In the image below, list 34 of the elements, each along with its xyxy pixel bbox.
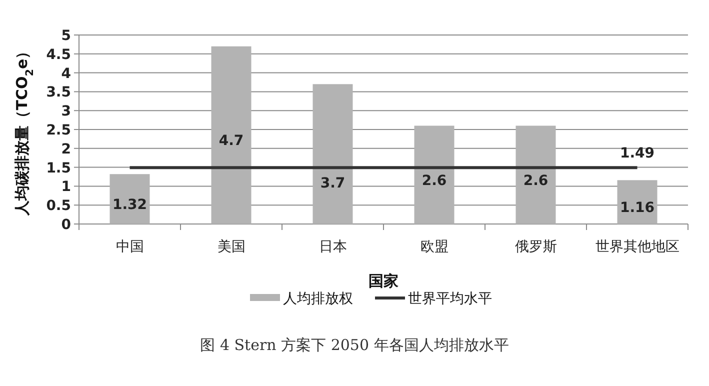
bar xyxy=(414,126,454,224)
legend-label: 人均排放权 xyxy=(283,291,353,307)
data-label: 1.16 xyxy=(620,200,655,216)
y-tick-label: 0 xyxy=(61,217,72,233)
x-tick-label: 俄罗斯 xyxy=(514,239,557,255)
data-label: 2.6 xyxy=(422,172,447,189)
y-tick-label: 2.5 xyxy=(46,122,71,138)
y-tick-label: 0.5 xyxy=(46,198,71,214)
x-tick-label: 世界其他地区 xyxy=(595,239,680,255)
bar xyxy=(617,180,658,224)
y-tick-label: 3 xyxy=(61,104,71,120)
y-tick-label: 3.5 xyxy=(46,84,71,101)
x-tick-label: 日本 xyxy=(318,239,347,255)
bar xyxy=(516,126,556,224)
data-label: 2.6 xyxy=(523,172,548,189)
x-tick-label: 中国 xyxy=(116,239,144,255)
y-tick-label: 1 xyxy=(61,179,71,196)
y-tick-label: 2 xyxy=(61,141,71,158)
data-label: 3.7 xyxy=(320,176,346,192)
bar xyxy=(211,46,252,224)
y-tick-label: 4.5 xyxy=(46,46,71,63)
bar xyxy=(312,84,353,224)
bar xyxy=(110,174,150,224)
y-tick-label: 5 xyxy=(61,28,71,44)
caption: 图 4 Stern 方案下 2050 年各国人均排放水平 xyxy=(200,336,509,354)
legend-label: 世界平均水平 xyxy=(408,291,492,307)
y-tick-label: 1.5 xyxy=(46,160,71,176)
data-label: 4.7 xyxy=(218,133,244,150)
data-label: 1.32 xyxy=(112,197,148,214)
data-label: 1.49 xyxy=(620,146,655,162)
x-axis-title: 国家 xyxy=(368,272,398,290)
y-tick-label: 4 xyxy=(61,66,72,82)
x-tick-label: 美国 xyxy=(217,239,246,255)
x-tick-label: 欧盟 xyxy=(420,239,448,255)
